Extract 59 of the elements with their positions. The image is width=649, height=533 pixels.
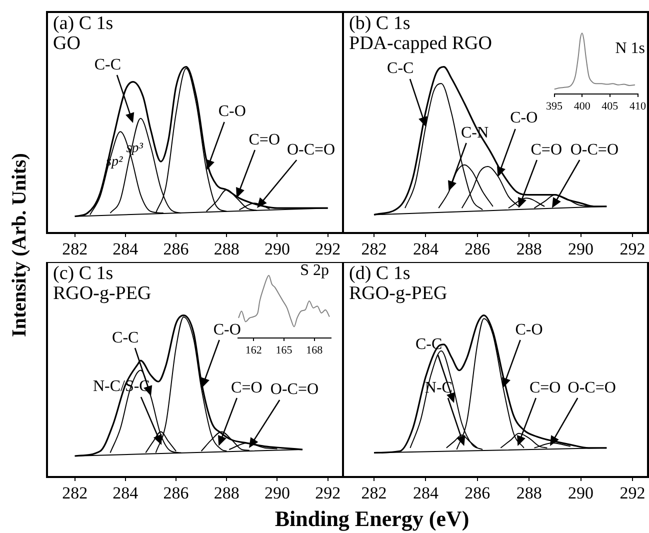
x-tick-label: 284 [112,240,139,259]
x-tick-label: 290 [264,240,290,259]
annotation: C=O [248,131,280,148]
x-tick-label: 290 [264,484,290,503]
x-tick-label: 284 [412,240,439,259]
x-tick-label: 288 [516,484,542,503]
chart-title: N 1s [615,40,645,58]
chart-subtitle: GO [53,33,82,54]
x-tick-label: 165 [276,344,293,356]
chart-title: (d) C 1s [349,263,412,284]
x-tick-label: 282 [361,240,387,259]
x-tick-label: 282 [62,240,88,259]
x-tick-label: 288 [214,484,240,503]
x-tick-label: 290 [568,484,594,503]
chart-subtitle: RGO-g-PEG [53,283,152,304]
annotation: O-C=O [568,379,616,396]
chart-subtitle: PDA-capped RGO [349,33,492,54]
annotation: C=O [529,379,561,396]
annotation: C-C [112,329,139,346]
chart-title: (b) C 1s [349,13,412,34]
x-tick-label: 286 [464,240,490,259]
y-axis-title: Intensity (Arb. Units) [8,153,32,337]
x-tick-label: 288 [214,240,240,259]
x-tick-label: 290 [568,240,594,259]
x-tick-label: 284 [112,484,139,503]
annotation: C-C [415,336,442,353]
x-tick-label: 162 [245,344,262,356]
x-tick-label: 395 [546,100,563,112]
annotation: O-C=O [570,141,619,158]
chart-title: (c) C 1s [53,263,114,284]
x-tick-label: 288 [516,240,542,259]
x-axis-title: Binding Energy (eV) [274,506,470,532]
x-tick-label: 292 [620,484,646,503]
x-tick-label: 405 [602,100,619,112]
annotation: C=O [530,141,562,158]
x-tick-label: 286 [464,484,490,503]
chart-title: (a) C 1s [53,13,114,34]
x-tick-label: 286 [163,240,189,259]
annotation: C-O [510,110,538,127]
x-tick-label: 292 [315,240,341,259]
x-tick-label: 284 [412,484,439,503]
chart-subtitle: RGO-g-PEG [349,283,448,304]
x-tick-label: 410 [630,100,646,112]
annotation: C-O [213,321,241,338]
annotation: C-O [515,321,543,338]
annotation: C=O [231,379,262,396]
chart-title: S 2p [300,262,329,280]
x-tick-label: 292 [620,240,646,259]
annotation: O-C=O [286,141,336,158]
x-tick-label: 286 [163,484,189,503]
x-tick-label: 400 [574,100,591,112]
annotation: C-C [94,56,122,74]
x-tick-label: 282 [361,484,387,503]
x-tick-label: 168 [306,344,324,356]
annotation: O-C=O [270,381,319,398]
annotation: C-C [387,60,414,77]
x-tick-label: 282 [62,484,88,503]
x-tick-label: 292 [315,484,341,503]
annotation: C-O [218,103,246,120]
